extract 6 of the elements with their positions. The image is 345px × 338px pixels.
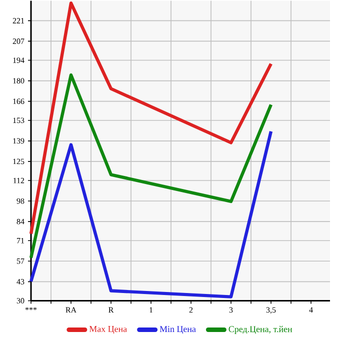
line-series — [29, 130, 273, 299]
legend-label: Сред.Цена, т.йен — [228, 326, 292, 334]
line-series — [29, 74, 273, 260]
legend-label: Max Цена — [89, 326, 127, 334]
legend-label: Min Цена — [160, 326, 196, 334]
line-series — [29, 2, 273, 236]
